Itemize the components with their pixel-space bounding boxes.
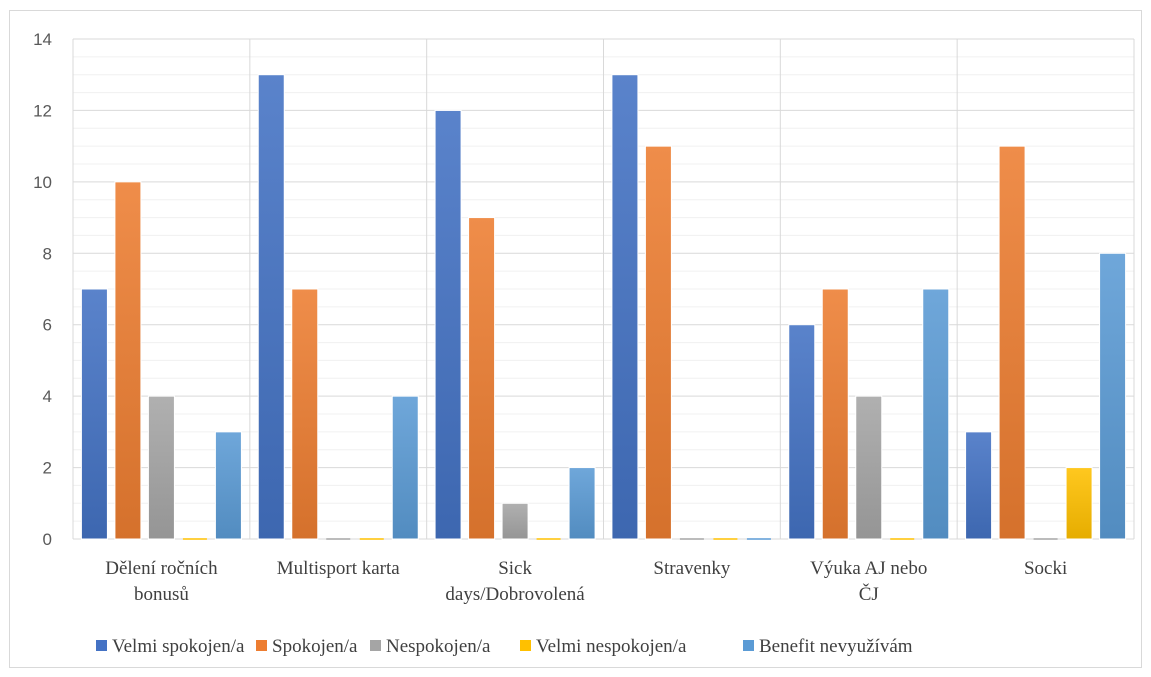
y-tick-label: 2 — [43, 459, 52, 478]
x-tick-label: Sick days/Dobrovolená — [445, 558, 585, 605]
legend-label: Benefit nevyužívám — [759, 636, 913, 657]
bar — [611, 74, 639, 540]
bar — [257, 74, 285, 540]
chart-frame — [9, 10, 1142, 668]
y-tick-label: 0 — [43, 530, 52, 549]
bar — [468, 217, 496, 540]
legend-label: Nespokojen/a — [386, 636, 491, 657]
bar — [147, 395, 175, 540]
bar — [80, 288, 108, 540]
bar — [788, 324, 816, 540]
bar — [391, 395, 419, 540]
bar — [821, 288, 849, 540]
bar — [214, 431, 242, 540]
bar — [644, 145, 672, 540]
bar — [1065, 467, 1093, 540]
bar — [434, 109, 462, 540]
legend-label: Spokojen/a — [272, 636, 358, 657]
bar — [568, 467, 596, 540]
x-tick-label: Multisport karta — [277, 558, 401, 579]
y-tick-label: 12 — [33, 101, 52, 120]
legend-swatch — [96, 640, 107, 651]
y-tick-label: 6 — [43, 316, 52, 335]
y-tick-label: 14 — [33, 30, 52, 49]
legend-label: Velmi nespokojen/a — [536, 636, 687, 657]
bar — [922, 288, 950, 540]
x-tick-label: Stravenky — [653, 558, 731, 579]
bar — [965, 431, 993, 540]
legend-swatch — [520, 640, 531, 651]
x-tick-label: Dělení ročních bonusů — [105, 558, 218, 605]
bar — [855, 395, 883, 540]
bar — [501, 502, 529, 540]
bar — [1099, 252, 1127, 540]
y-tick-label: 4 — [43, 387, 52, 406]
bar — [998, 145, 1026, 540]
legend-swatch — [370, 640, 381, 651]
y-tick-label: 8 — [43, 244, 52, 263]
legend-swatch — [743, 640, 754, 651]
bar — [291, 288, 319, 540]
y-tick-label: 10 — [33, 173, 52, 192]
legend-label: Velmi spokojen/a — [112, 636, 245, 657]
legend-swatch — [256, 640, 267, 651]
x-tick-label: Socki — [1024, 558, 1067, 579]
x-tick-label: Výuka AJ nebo ČJ — [810, 558, 927, 605]
bar — [114, 181, 142, 540]
